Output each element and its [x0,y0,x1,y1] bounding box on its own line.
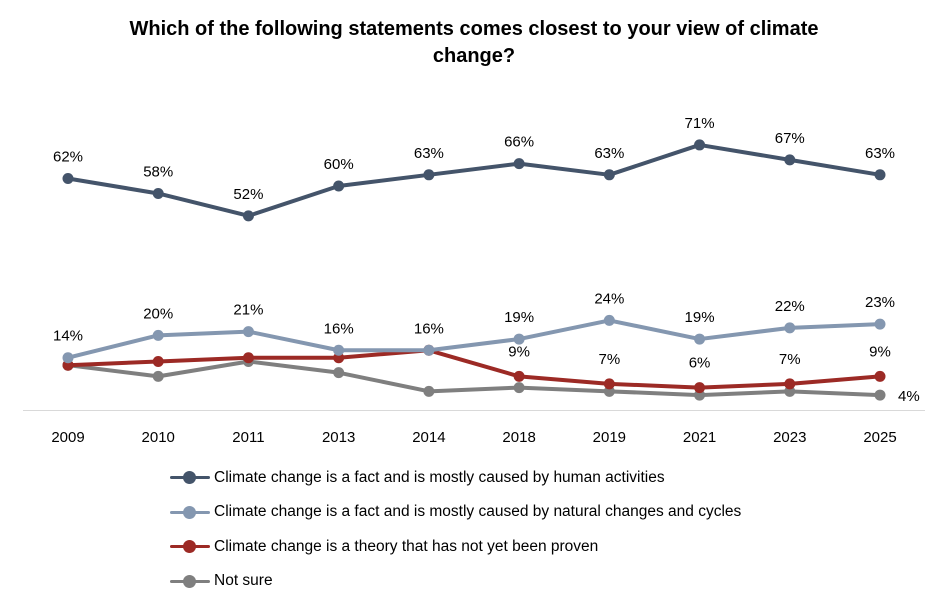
data-label-natural-cycles-2025: 23% [865,294,895,311]
legend-label-theory: Climate change is a theory that has not … [214,537,599,555]
data-label-natural-cycles-2023: 22% [775,298,805,315]
data-label-unproven-theory-2019: 7% [598,351,620,368]
data-point-unproven-theory-2021 [694,382,706,394]
legend-item-not-sure: Not sure [168,570,741,593]
data-point-human-activities-2014 [423,169,435,181]
data-point-natural-cycles-2010 [152,329,164,341]
x-tick-label-2009: 2009 [51,429,84,446]
series-layer [62,139,886,401]
data-point-unproven-theory-2025 [874,370,886,382]
data-point-human-activities-2009 [62,173,74,185]
data-label-human-activities-2014: 63% [414,145,444,162]
chart-title-line-1: Which of the following statements comes … [129,18,819,40]
data-point-human-activities-2010 [152,187,164,199]
data-label-not-sure-2025: 4% [898,388,920,405]
data-point-human-activities-2013 [333,180,345,192]
data-label-unproven-theory-2023: 7% [779,351,801,368]
data-label-human-activities-2013: 60% [324,156,354,173]
data-point-human-activities-2019 [603,169,615,181]
legend-label-human: Climate change is a fact and is mostly c… [214,468,665,486]
x-tick-label-2023: 2023 [773,429,806,446]
data-point-human-activities-2018 [513,158,525,170]
legend-marker-theory [168,537,214,557]
x-axis-ticks: 2009 2010 2011 2013 2014 2018 2019 2021 2023 2025 [51,429,896,446]
data-label-human-activities-2019: 63% [594,145,624,162]
data-point-natural-cycles-2009 [62,352,74,364]
data-point-natural-cycles-2019 [603,314,615,326]
data-point-natural-cycles-2023 [784,322,796,334]
legend-marker-not-sure [168,571,214,591]
series-line-human-activities [66,142,882,218]
data-label-human-activities-2018: 66% [504,134,534,151]
data-point-human-activities-2023 [784,154,796,166]
data-point-natural-cycles-2018 [513,333,525,345]
x-tick-label-2010: 2010 [142,429,175,446]
data-point-not-sure-2014 [423,385,435,397]
data-label-natural-cycles-2010: 20% [143,305,173,322]
data-point-unproven-theory-2011 [242,352,254,364]
legend-item-unproven-theory: Climate change is a theory that has not … [168,535,741,558]
data-label-natural-cycles-2013: 16% [324,320,354,337]
x-tick-label-2025: 2025 [863,429,896,446]
legend-marker-human [168,468,214,488]
data-point-natural-cycles-2011 [242,326,254,338]
x-tick-label-2019: 2019 [593,429,626,446]
data-point-natural-cycles-2014 [423,344,435,356]
legend-item-human-activities: Climate change is a fact and is mostly c… [168,466,741,489]
data-point-not-sure-2018 [513,382,525,394]
series-line-natural-cycles [66,318,882,360]
x-tick-label-2014: 2014 [412,429,445,446]
x-tick-label-2018: 2018 [502,429,535,446]
x-tick-label-2021: 2021 [683,429,716,446]
data-point-unproven-theory-2019 [603,378,615,390]
data-point-not-sure-2010 [152,370,164,382]
data-point-not-sure-2013 [333,367,345,379]
data-point-human-activities-2025 [874,169,886,181]
data-label-human-activities-2011: 52% [233,186,263,203]
data-labels: 62% 58% 52% 60% 63% 66% 63% 71% 67% 63% 14% 20% 21% 1… [53,115,920,405]
data-label-natural-cycles-2018: 19% [504,309,534,326]
data-label-human-activities-2025: 63% [865,145,895,162]
data-label-natural-cycles-2011: 21% [233,302,263,319]
legend-marker-natural [168,502,214,522]
legend-label-not-sure: Not sure [214,572,273,589]
data-label-natural-cycles-2009: 14% [53,328,83,345]
data-point-not-sure-2025 [874,389,886,401]
data-label-unproven-theory-2021: 6% [689,355,711,372]
data-label-unproven-theory-2018: 9% [508,343,530,360]
data-point-human-activities-2011 [242,210,254,222]
data-label-human-activities-2021: 71% [685,115,715,132]
data-point-natural-cycles-2013 [333,344,345,356]
data-label-human-activities-2023: 67% [775,130,805,147]
data-label-human-activities-2010: 58% [143,163,173,180]
chart-title: Which of the following statements comes … [0,16,948,70]
data-point-human-activities-2021 [694,139,706,151]
data-label-unproven-theory-2025: 9% [869,343,891,360]
data-label-natural-cycles-2014: 16% [414,320,444,337]
series-line-not-sure [66,359,882,398]
data-label-natural-cycles-2019: 24% [594,290,624,307]
legend-item-natural-cycles: Climate change is a fact and is mostly c… [168,501,741,524]
data-label-natural-cycles-2021: 19% [685,309,715,326]
legend-label-natural: Climate change is a fact and is mostly c… [214,503,742,520]
line-chart: 2009 2010 2011 2013 2014 2018 2019 2021 2023 2025… [23,115,925,446]
data-point-natural-cycles-2021 [694,333,706,345]
data-label-human-activities-2009: 62% [53,149,83,166]
x-tick-label-2013: 2013 [322,429,355,446]
data-point-unproven-theory-2018 [513,370,525,382]
series-line-unproven-theory [66,348,882,390]
data-point-natural-cycles-2025 [874,318,886,330]
data-point-unproven-theory-2010 [152,355,164,367]
legend: Climate change is a fact and is mostly c… [168,466,741,604]
chart-title-line-2: change? [432,45,516,67]
data-point-unproven-theory-2023 [784,378,796,390]
x-tick-label-2011: 2011 [232,429,264,446]
